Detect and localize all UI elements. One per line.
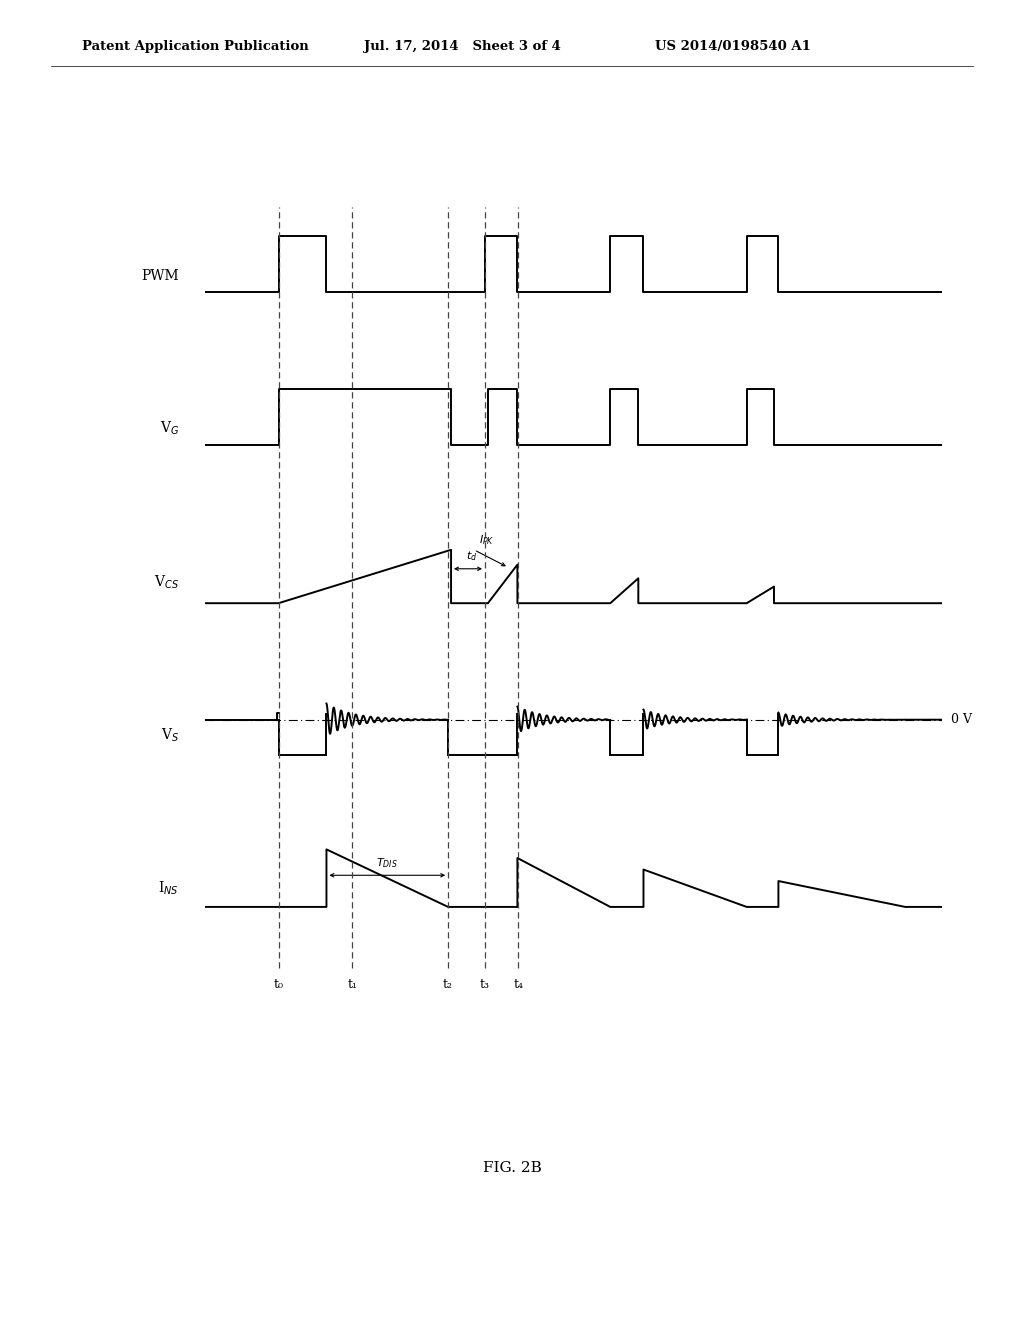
Text: V$_G$: V$_G$: [160, 420, 179, 437]
Text: t₀: t₀: [273, 978, 284, 991]
Text: 0 V: 0 V: [951, 713, 972, 726]
Text: t₂: t₂: [443, 978, 453, 991]
Text: PWM: PWM: [141, 268, 179, 282]
Text: US 2014/0198540 A1: US 2014/0198540 A1: [655, 40, 811, 53]
Text: t₄: t₄: [513, 978, 523, 991]
Text: I$_{NS}$: I$_{NS}$: [159, 879, 179, 896]
Text: $t_d$: $t_d$: [466, 549, 477, 562]
Text: $T_{DIS}$: $T_{DIS}$: [377, 855, 398, 870]
Text: V$_S$: V$_S$: [161, 726, 179, 743]
Text: FIG. 2B: FIG. 2B: [482, 1162, 542, 1175]
Text: t₃: t₃: [480, 978, 489, 991]
Text: V$_{CS}$: V$_{CS}$: [155, 573, 179, 590]
Text: t₁: t₁: [347, 978, 357, 991]
Text: Jul. 17, 2014   Sheet 3 of 4: Jul. 17, 2014 Sheet 3 of 4: [364, 40, 560, 53]
Text: Patent Application Publication: Patent Application Publication: [82, 40, 308, 53]
Text: $I_{PK}$: $I_{PK}$: [479, 533, 495, 546]
